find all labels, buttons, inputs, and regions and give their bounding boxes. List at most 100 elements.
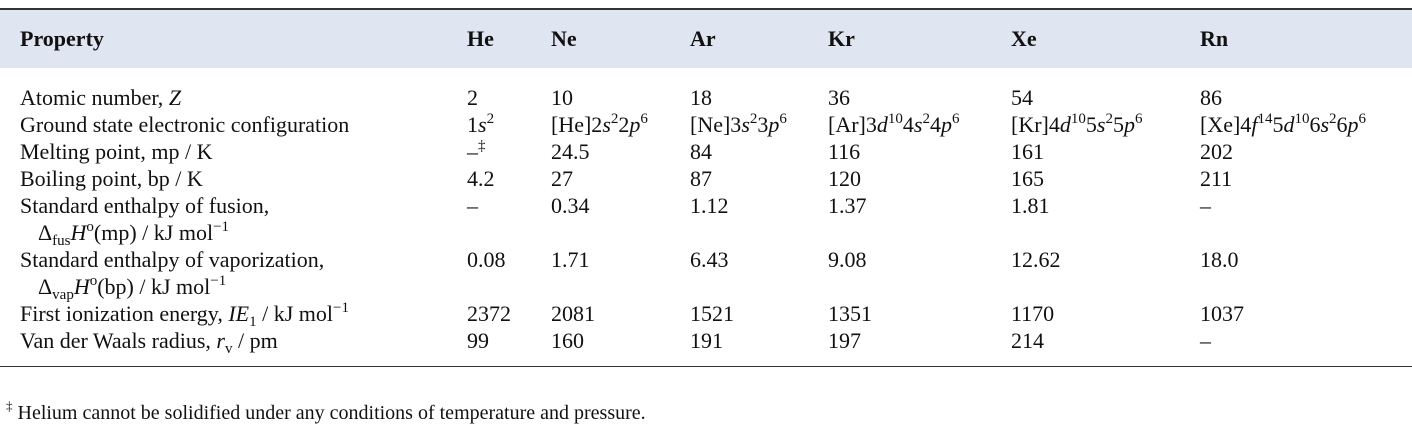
- cell-text: [Kr]4: [1011, 112, 1060, 137]
- cell-text: Δ: [38, 274, 53, 299]
- cell-text: ‡: [6, 398, 13, 413]
- cell-text: −1: [210, 273, 227, 289]
- cell-text: (mp) / kJ mol: [93, 220, 214, 245]
- cell: 197: [828, 328, 861, 353]
- cell-text: s: [1320, 112, 1329, 137]
- cell: Ground state electronic configuration: [0, 111, 467, 138]
- cell-text: p: [1123, 112, 1135, 137]
- cell-text: s: [1096, 112, 1106, 137]
- cell: 120: [828, 166, 861, 191]
- header-cell: Xe: [1011, 26, 1037, 51]
- cell: [Ne]3s23p6: [690, 111, 828, 138]
- cell-text: −1: [213, 219, 230, 235]
- header-cell: He: [467, 26, 494, 51]
- cell-text: Van der Waals radius,: [20, 328, 217, 353]
- cell-text: 10: [887, 111, 903, 127]
- cell-text: Boiling point, bp / K: [20, 166, 203, 191]
- cell-text: IE: [228, 301, 250, 326]
- table-part: Property He Ne Ar Kr Xe Rn: [0, 9, 1412, 68]
- cell: –‡: [467, 138, 551, 165]
- table-part: Ground state electronic configuration 1s…: [0, 111, 1412, 138]
- cell-text: [He]2: [551, 112, 603, 137]
- cell: Atomic number, Z: [0, 68, 467, 111]
- cell: 99: [467, 328, 489, 353]
- cell: 0.34: [551, 193, 590, 218]
- cell-text: 5: [1085, 112, 1097, 137]
- cell-text: p: [629, 112, 641, 137]
- cell-text: s: [478, 112, 487, 137]
- cell-text: 6: [779, 111, 787, 127]
- cell: 1.12: [690, 193, 729, 218]
- table-part: Atomic number, Z 2 10 18 36 54 86 Ground stat…: [0, 68, 1412, 367]
- cell: [Kr]4d105s25p6: [1011, 111, 1200, 138]
- cell-text: ‡: [478, 138, 486, 154]
- cell-text: 6: [1309, 112, 1321, 137]
- table-part: Van der Waals radius, rv / pm 99 160 191 19…: [0, 327, 1412, 367]
- cell: 54: [1011, 85, 1033, 110]
- cell-text: s: [913, 112, 923, 137]
- cell: [Ar]3d104s24p6: [828, 111, 1011, 138]
- cell-text: H: [70, 220, 87, 245]
- cell-text: s: [602, 112, 611, 137]
- cell-text: 6: [951, 111, 960, 127]
- cell-text: [Ne]3: [690, 112, 742, 137]
- header-cell: Ar: [690, 26, 716, 51]
- cell: 202: [1200, 139, 1233, 164]
- header-cell: Property: [20, 26, 104, 51]
- cell: Van der Waals radius, rv / pm: [0, 327, 467, 367]
- cell: 1521: [690, 301, 734, 326]
- cell-text: v: [224, 341, 233, 357]
- footnote: ‡ Helium cannot be solidified under any …: [6, 399, 646, 425]
- cell-text: fus: [52, 233, 71, 249]
- cell-text: / kJ mol: [256, 301, 334, 326]
- cell-text: 14: [1257, 111, 1273, 127]
- cell: 9.08: [828, 247, 867, 272]
- cell-text: p: [1347, 112, 1359, 137]
- cell: 165: [1011, 166, 1044, 191]
- cell-text: 2: [610, 111, 619, 127]
- cell-text: 4: [929, 112, 941, 137]
- cell-text: 2: [922, 111, 930, 127]
- cell: 191: [690, 328, 723, 353]
- line-2: ΔvapHo(bp) / kJ mol−1: [20, 273, 467, 303]
- cell-text: p: [768, 112, 780, 137]
- cell: 27: [551, 166, 573, 191]
- cell: 2: [467, 85, 478, 110]
- cell-text: Δ: [38, 220, 53, 245]
- cell: 12.62: [1011, 247, 1061, 272]
- cell-text: [Ar]3: [828, 112, 877, 137]
- cell-text: / pm: [232, 328, 278, 353]
- line-2: ΔfusHo(mp) / kJ mol−1: [20, 219, 467, 249]
- cell: 84: [690, 139, 712, 164]
- cell-text: 1: [249, 314, 257, 330]
- cell-text: 10: [1294, 111, 1310, 127]
- cell-text: 2: [486, 111, 495, 127]
- cell-text: Z: [168, 85, 182, 110]
- cell: 18.0: [1200, 247, 1239, 272]
- cell-text: 10: [1070, 111, 1086, 127]
- cell-text: 1: [467, 112, 478, 137]
- header-cell: Rn: [1200, 26, 1229, 51]
- cell: 4.2: [467, 166, 495, 191]
- cell-text: f: [1251, 112, 1258, 137]
- cell-text: Atomic number,: [20, 85, 169, 110]
- cell: 214: [1011, 328, 1044, 353]
- cell: Standard enthalpy of fusion, ΔfusHo(mp) /…: [0, 192, 467, 249]
- cell-text: −1: [333, 300, 349, 316]
- cell: [He]2s22p6: [551, 111, 690, 138]
- cell-text: 3: [757, 112, 769, 137]
- cell-text: 2: [749, 111, 758, 127]
- cell-text: d: [1059, 112, 1071, 137]
- cell: 160: [551, 328, 584, 353]
- cell-text: o: [89, 273, 98, 289]
- cell: –: [1200, 328, 1211, 353]
- cell-text: Melting point, mp / K: [20, 139, 213, 164]
- cell: 6.43: [690, 247, 729, 272]
- cell: 1.37: [828, 193, 867, 218]
- cell-text: 2: [1329, 111, 1337, 127]
- cell-text: p: [940, 112, 952, 137]
- cell-text: H: [73, 274, 90, 299]
